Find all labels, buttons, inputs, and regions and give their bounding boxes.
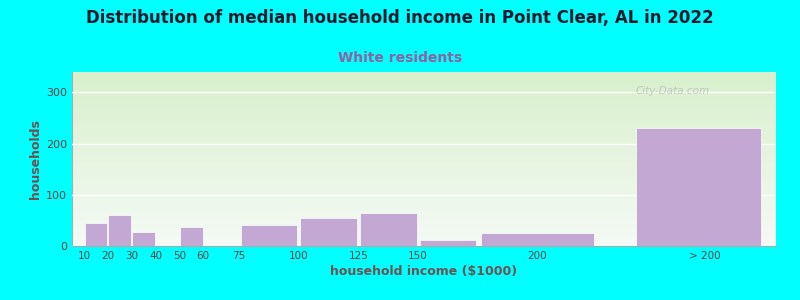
X-axis label: household income ($1000): household income ($1000) <box>330 265 518 278</box>
Text: Distribution of median household income in Point Clear, AL in 2022: Distribution of median household income … <box>86 9 714 27</box>
Bar <box>180 226 202 246</box>
Text: White residents: White residents <box>338 51 462 65</box>
Bar <box>241 224 298 246</box>
Bar <box>300 218 357 246</box>
Bar <box>108 215 131 246</box>
Bar <box>85 223 107 246</box>
Bar <box>481 233 594 246</box>
Bar <box>360 213 417 246</box>
Text: City-Data.com: City-Data.com <box>635 86 710 96</box>
Y-axis label: households: households <box>29 119 42 199</box>
Bar <box>419 240 476 246</box>
Bar <box>132 232 155 246</box>
Bar <box>636 128 761 246</box>
